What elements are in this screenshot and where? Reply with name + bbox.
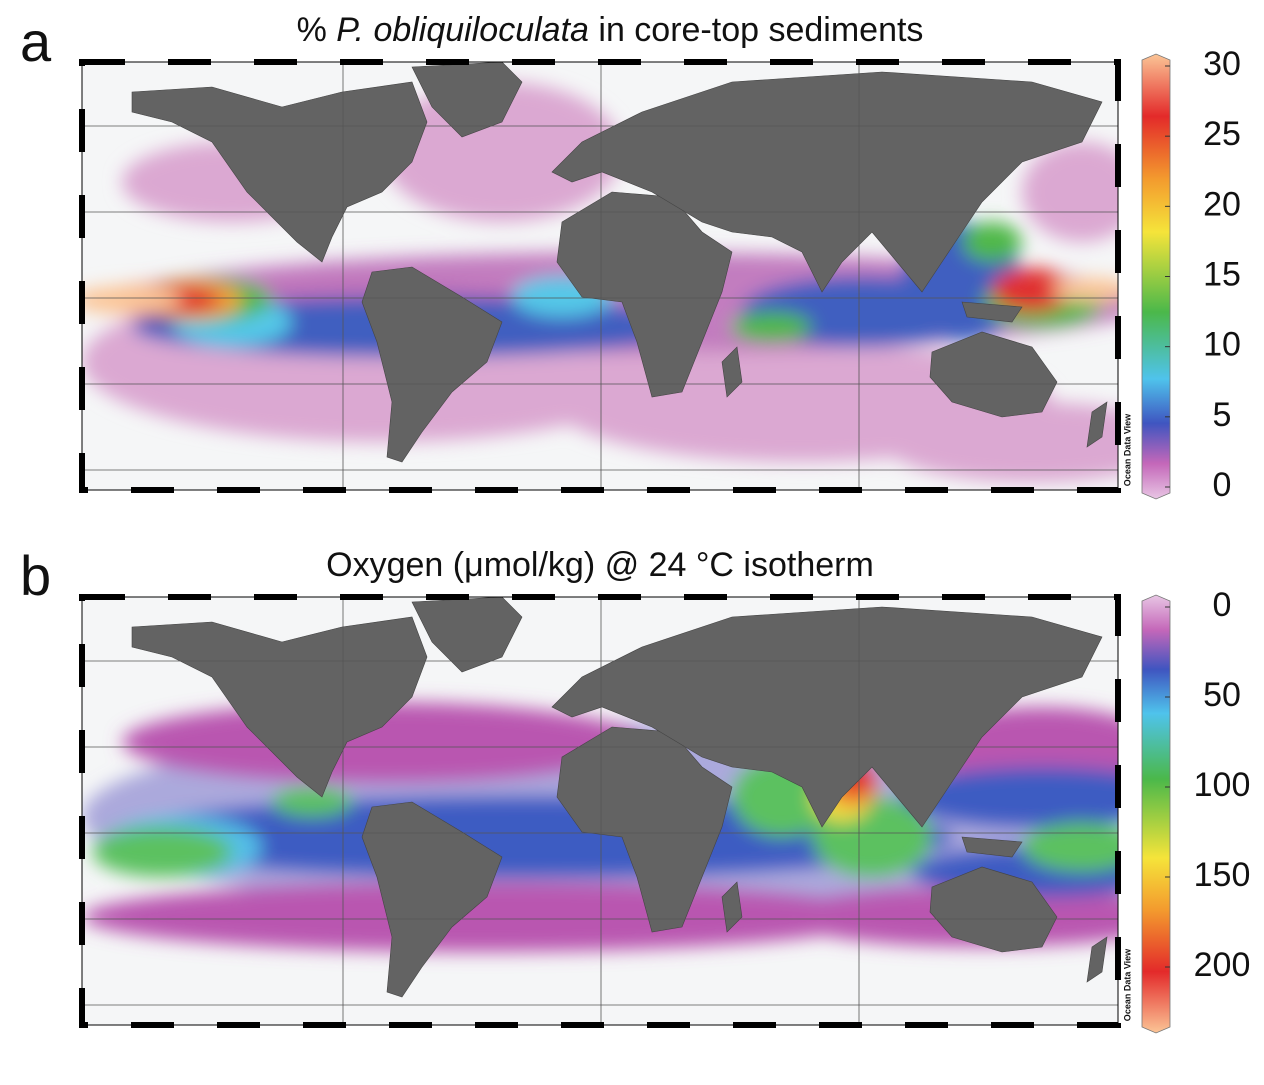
colorbar-tick-label: 5 [1213, 396, 1232, 434]
colorbar-tick-label: 20 [1203, 185, 1241, 223]
title-part: P. obliquiloculata [336, 11, 589, 49]
panel-b: b Oxygen (μmol/kg) @ 24 °C isotherm [20, 544, 1251, 1034]
colorbar-tick-label: 0 [1213, 466, 1232, 504]
title-part: Oxygen (μmol/kg) @ 24 °C isotherm [326, 546, 874, 584]
colorbar [1141, 594, 1171, 1034]
colorbar-tick-label: 150 [1194, 856, 1251, 894]
panel-title: % P. obliquiloculata in core-top sedimen… [297, 11, 924, 49]
colorbar-tick-label: 15 [1203, 255, 1241, 293]
credit: Ocean Data View [1122, 413, 1132, 486]
panel-title: Oxygen (μmol/kg) @ 24 °C isotherm [326, 546, 874, 584]
title-part: % [297, 11, 337, 49]
colorbar-tick-label: 25 [1203, 115, 1241, 153]
colorbar-tick-label: 10 [1203, 326, 1241, 364]
map [79, 594, 1121, 1028]
colorbar-tick-label: 30 [1203, 45, 1241, 83]
colorbar-tick-label: 200 [1194, 946, 1251, 984]
panel-label: b [20, 544, 51, 607]
panel-label: a [20, 10, 52, 73]
panel-a: a % P. obliquiloculata in core-top sedim… [20, 10, 1241, 504]
colorbar-tick-label: 0 [1213, 586, 1232, 624]
credit: Ocean Data View [1122, 948, 1132, 1021]
colorbar [1141, 53, 1171, 500]
colorbar-tick-label: 50 [1203, 676, 1241, 714]
map [79, 59, 1121, 493]
title-part: in core-top sediments [589, 11, 924, 49]
colorbar-tick-label: 100 [1194, 766, 1251, 804]
